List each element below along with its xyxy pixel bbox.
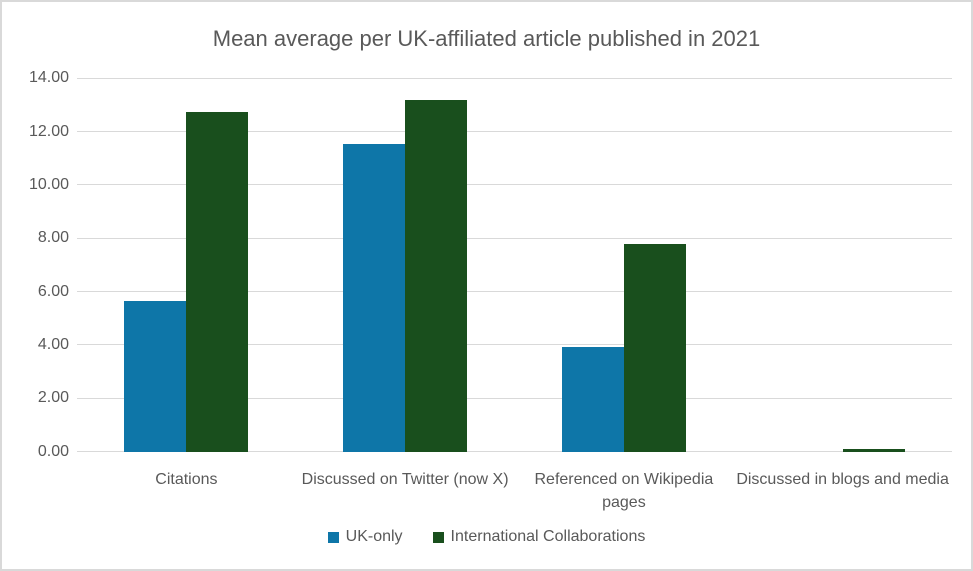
gridline [77,291,952,293]
y-axis-tick-label: 8.00 [37,229,69,247]
bar-uk-only-citations [124,300,187,452]
gridline [77,184,952,186]
legend-label: UK-only [345,528,403,545]
legend-item-international-collaborations: International Collaborations [432,528,646,546]
y-axis-tick-label: 2.00 [37,389,69,407]
bar-international-collaborations-discussed-on-twitter-now-x [405,99,468,452]
y-axis-tick-label: 0.00 [37,442,69,460]
category-label-referenced-on-wikipedia-pages: Referenced on Wikipedia pages [534,471,714,511]
legend-label: International Collaborations [450,528,646,545]
y-axis-tick-label: 6.00 [37,282,69,300]
bar-international-collaborations-citations [186,111,249,452]
gridline [77,397,952,399]
bar-international-collaborations-discussed-in-blogs-and-media [842,448,905,452]
category-label-discussed-in-blogs-and-media: Discussed in blogs and media [736,471,949,488]
legend-swatch [432,531,444,543]
chart-title: Mean average per UK-affiliated article p… [212,26,761,51]
bar-uk-only-discussed-on-twitter-now-x [343,143,406,452]
y-axis-tick-label: 4.00 [37,335,69,353]
gridline [77,344,952,346]
category-label-citations: Citations [155,471,218,488]
y-axis-tick-label: 10.00 [28,175,69,193]
legend-item-uk-only: UK-only [327,528,403,546]
bar-uk-only-referenced-on-wikipedia-pages [561,346,624,452]
category-label-discussed-on-twitter-now-x: Discussed on Twitter (now X) [301,471,509,488]
legend: UK-only International Collaborations [2,528,971,546]
y-axis-tick-label: 14.00 [28,69,69,87]
y-axis-tick-label: 12.00 [28,122,69,140]
gridline [77,131,952,133]
gridline [77,77,952,79]
legend-swatch [327,531,339,543]
gridline [77,237,952,239]
gridline [77,451,952,452]
bar-international-collaborations-referenced-on-wikipedia-pages [623,243,686,452]
